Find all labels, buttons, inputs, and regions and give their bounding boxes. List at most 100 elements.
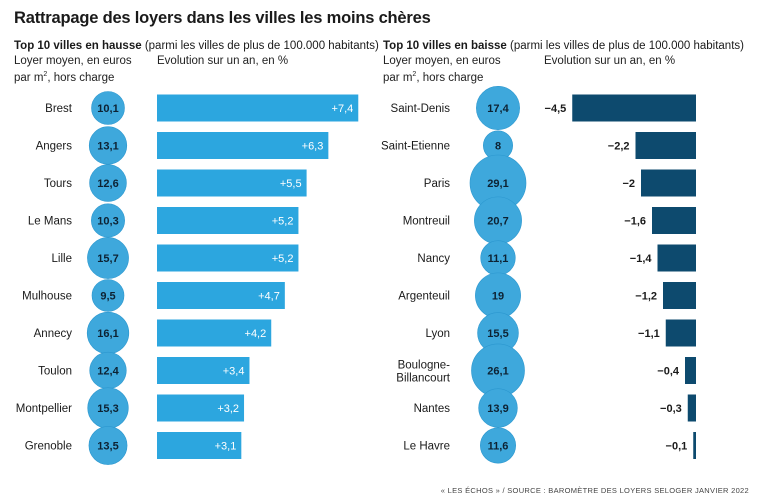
fall-rent-value: 11,6 xyxy=(488,441,509,453)
rise-evolution-value: +3,2 xyxy=(217,403,239,415)
rise-evolution-bar xyxy=(157,282,285,309)
rise-evolution-value: +5,2 xyxy=(272,253,294,265)
fall-evolution-value: −0,1 xyxy=(666,441,688,453)
fall-rent-value: 8 xyxy=(495,141,501,153)
fall-evolution-bar xyxy=(572,94,696,122)
rise-evolution-bar xyxy=(157,432,242,459)
rise-evolution-bar xyxy=(157,94,359,122)
rise-evolution-value: +6,3 xyxy=(302,141,324,153)
rise-rent-bubble xyxy=(91,279,125,312)
rise-city-label: Lille xyxy=(52,253,72,265)
fall-evolution-bar xyxy=(687,394,696,422)
rise-city-label: Grenoble xyxy=(25,441,72,453)
rise-city-label: Brest xyxy=(45,103,73,115)
source-note: « LES ÉCHOS » / SOURCE : BAROMÈTRE DES L… xyxy=(440,486,749,495)
fall-city-label: Le Havre xyxy=(403,441,450,453)
fall-rent-label: Loyer moyen, en euros par m2, hors charg… xyxy=(383,55,501,85)
fall-city-label: Argenteuil xyxy=(398,291,450,303)
fall-evolution-value: −1,2 xyxy=(635,291,657,303)
fall-rent-value: 15,5 xyxy=(487,328,508,340)
rise-city-label: Annecy xyxy=(34,328,73,340)
rise-rent-value: 9,5 xyxy=(100,291,115,303)
fall-evolution-value: −2,2 xyxy=(608,141,630,153)
rise-rent-value: 12,6 xyxy=(97,178,118,190)
rise-evolution-bar xyxy=(157,357,250,384)
fall-city-label: Paris xyxy=(424,178,450,190)
fall-evolution-value: −1,1 xyxy=(638,328,660,340)
fall-panel-title-rest: (parmi les villes de plus de 100.000 hab… xyxy=(510,40,744,52)
rise-rent-bubble xyxy=(91,91,125,125)
rise-rent-value: 13,5 xyxy=(97,441,118,453)
rise-city-label: Toulon xyxy=(38,366,72,378)
rise-evolution-value: +4,7 xyxy=(258,291,280,303)
rise-evolution-value: +3,4 xyxy=(223,366,245,378)
fall-rent-value: 11,1 xyxy=(488,253,509,265)
fall-rent-value: 29,1 xyxy=(487,178,508,190)
rise-panel-title: Top 10 villes en hausse (parmi les ville… xyxy=(14,40,379,52)
rise-evolution-label: Evolution sur un an, en % xyxy=(157,55,289,67)
rise-city-label: Mulhouse xyxy=(22,291,72,303)
fall-evolution-bar xyxy=(665,319,696,347)
fall-rent-label-line1: Loyer moyen, en euros xyxy=(383,55,501,67)
fall-city-label: Saint-Etienne xyxy=(381,141,450,153)
rise-evolution-value: +3,1 xyxy=(215,441,237,453)
rise-rent-value: 10,1 xyxy=(97,103,118,115)
rise-rent-bubble xyxy=(88,426,128,465)
fall-evolution-bar xyxy=(635,132,696,159)
rise-rent-value: 15,7 xyxy=(97,253,118,265)
fall-city-label: Lyon xyxy=(425,328,450,340)
rise-evolution-bar xyxy=(157,394,245,422)
fall-city-label: Nancy xyxy=(417,253,450,265)
fall-rent-value: 13,9 xyxy=(487,403,508,415)
rise-rent-value: 13,1 xyxy=(97,141,118,153)
fall-evolution-bar xyxy=(693,432,696,459)
chart-title: Rattrapage des loyers dans les villes le… xyxy=(14,9,431,27)
fall-rent-value: 17,4 xyxy=(487,103,509,115)
fall-rent-bubble xyxy=(478,388,518,428)
fall-panel-title: Top 10 villes en baisse (parmi les ville… xyxy=(383,40,744,52)
fall-evolution-value: −0,3 xyxy=(660,403,682,415)
rise-evolution-bar xyxy=(157,207,299,234)
fall-evolution-value: −2 xyxy=(622,178,635,190)
rise-rent-value: 16,1 xyxy=(97,328,118,340)
rise-evolution-bar xyxy=(157,319,272,347)
rise-city-label: Angers xyxy=(36,141,73,153)
rise-evolution-bar xyxy=(157,244,299,272)
rise-evolution-value: +7,4 xyxy=(332,103,354,115)
fall-city-label: Nantes xyxy=(414,403,451,415)
rise-panel-title-bold: Top 10 villes en hausse xyxy=(14,40,142,52)
fall-evolution-label: Evolution sur un an, en % xyxy=(544,55,676,67)
fall-rent-bubble xyxy=(480,427,516,464)
fall-rent-value: 19 xyxy=(492,291,504,303)
rise-rent-value: 12,4 xyxy=(97,366,119,378)
rise-rent-label-line1: Loyer moyen, en euros xyxy=(14,55,132,67)
rise-evolution-value: +4,2 xyxy=(245,328,267,340)
rise-city-label: Le Mans xyxy=(28,216,72,228)
rise-panel-title-rest: (parmi les villes de plus de 100.000 hab… xyxy=(144,40,379,52)
fall-evolution-value: −1,4 xyxy=(630,253,653,265)
rise-city-label: Tours xyxy=(44,178,72,190)
rise-rent-value: 10,3 xyxy=(97,216,118,228)
rise-city-label: Montpellier xyxy=(16,403,72,415)
fall-rent-value: 20,7 xyxy=(487,216,508,228)
fall-evolution-bar xyxy=(641,169,696,197)
rise-rent-label-line2: par m2, hors charge xyxy=(14,71,115,84)
fall-rent-bubble xyxy=(476,86,520,130)
rise-evolution-value: +5,5 xyxy=(280,178,302,190)
fall-evolution-bar xyxy=(657,244,696,272)
fall-evolution-bar xyxy=(663,282,696,309)
fall-rent-label-line2: par m2, hors charge xyxy=(383,71,484,84)
fall-evolution-bar xyxy=(652,207,696,234)
fall-city-label: Montreuil xyxy=(403,216,450,228)
rise-evolution-bar xyxy=(157,169,307,197)
rise-rent-bubble xyxy=(87,237,129,279)
fall-evolution-value: −0,4 xyxy=(657,366,680,378)
fall-city-label: Saint-Denis xyxy=(391,103,451,115)
rise-evolution-value: +5,2 xyxy=(272,216,294,228)
fall-evolution-bar xyxy=(685,357,696,384)
rise-rent-value: 15,3 xyxy=(97,403,118,415)
rise-rent-bubble xyxy=(89,164,127,202)
fall-rent-value: 26,1 xyxy=(487,366,508,378)
fall-city-label: Boulogne-Billancourt xyxy=(396,360,450,385)
